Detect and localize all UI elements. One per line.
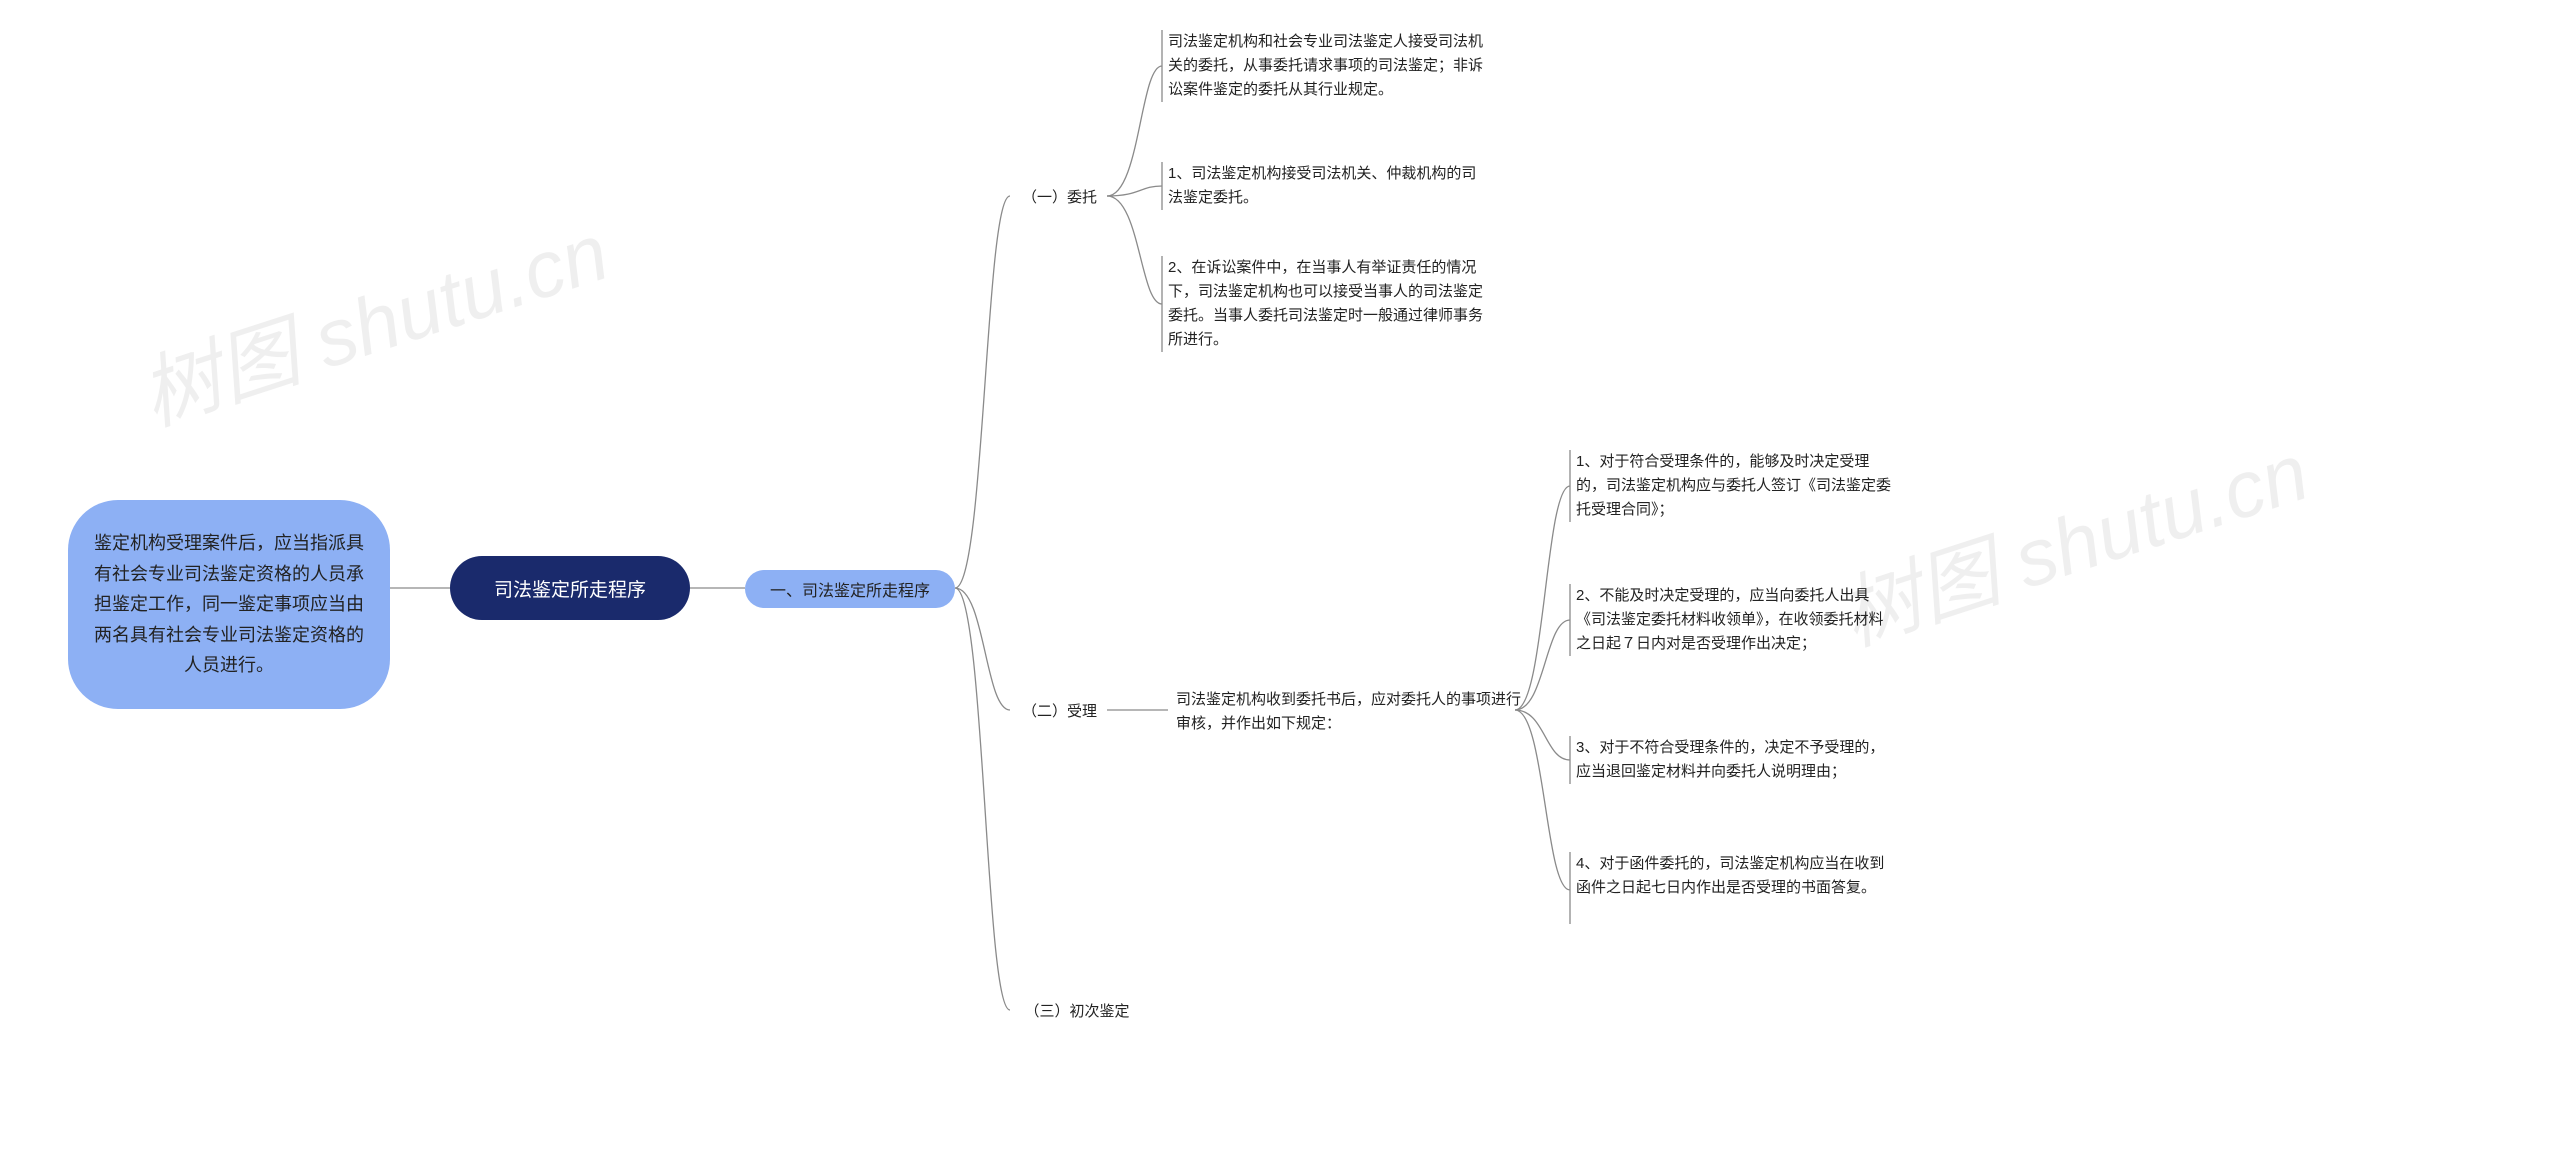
level1-node[interactable]: 一、司法鉴定所走程序 [745,570,955,608]
root-node[interactable]: 司法鉴定所走程序 [450,556,690,620]
shouli-rule-3: 4、对于函件委托的，司法鉴定机构应当在收到函件之日起七日内作出是否受理的书面答复… [1576,852,1896,900]
weituo-child-2: 2、在诉讼案件中，在当事人有举证责任的情况下，司法鉴定机构也可以接受当事人的司法… [1168,256,1488,352]
weituo-child-1: 1、司法鉴定机构接受司法机关、仲裁机构的司法鉴定委托。 [1168,162,1488,210]
level2-chuci[interactable]: （三）初次鉴定 [1012,998,1142,1022]
watermark-2: 树图 shutu.cn [1824,408,2321,668]
weituo-child-0: 司法鉴定机构和社会专业司法鉴定人接受司法机关的委托，从事委托请求事项的司法鉴定；… [1168,30,1488,102]
shouli-rule-1: 2、不能及时决定受理的，应当向委托人出具《司法鉴定委托材料收领单》，在收领委托材… [1576,584,1896,656]
mindmap-canvas: 树图 shutu.cn 树图 shutu.cn 鉴定机构受理案件后，应当指派具有… [0,0,2560,1160]
level2-shouli[interactable]: （二）受理 [1012,698,1107,722]
watermark-1: 树图 shutu.cn [124,188,621,448]
left-description: 鉴定机构受理案件后，应当指派具有社会专业司法鉴定资格的人员承担鉴定工作，同一鉴定… [68,500,390,709]
shouli-rule-0: 1、对于符合受理条件的，能够及时决定受理的，司法鉴定机构应与委托人签订《司法鉴定… [1576,450,1896,522]
level2-weituo[interactable]: （一）委托 [1012,184,1107,208]
shouli-child: 司法鉴定机构收到委托书后，应对委托人的事项进行审核，并作出如下规定： [1176,688,1521,736]
shouli-rule-2: 3、对于不符合受理条件的，决定不予受理的，应当退回鉴定材料并向委托人说明理由； [1576,736,1896,784]
